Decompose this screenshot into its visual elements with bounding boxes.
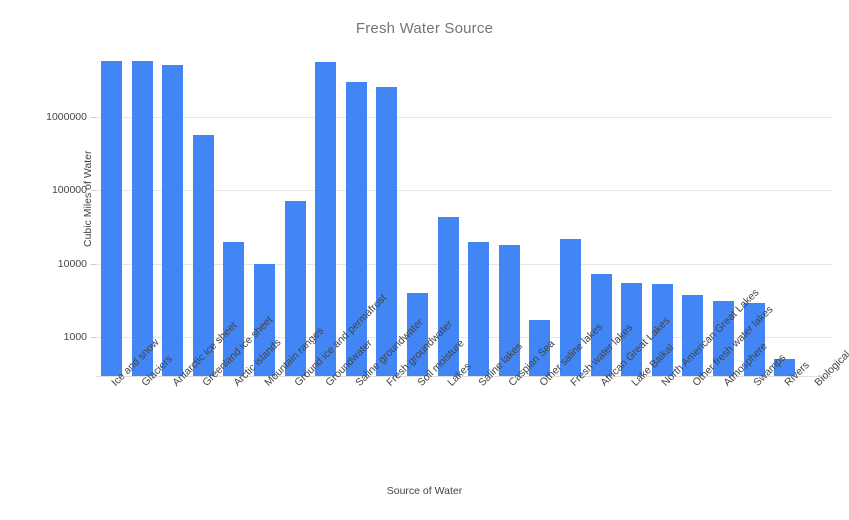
y-axis-title: Cubic Miles of Water: [82, 150, 94, 247]
bar[interactable]: [254, 263, 275, 377]
bar[interactable]: [651, 284, 673, 377]
gridline: [96, 116, 832, 118]
bar[interactable]: [498, 244, 520, 377]
y-axis-tick-label: 10000: [57, 257, 87, 270]
bar[interactable]: [101, 60, 122, 377]
y-axis-tick: [91, 190, 96, 191]
bar[interactable]: [437, 217, 459, 377]
bar[interactable]: [529, 320, 551, 377]
y-axis-tick-label: 100000: [51, 184, 87, 196]
bar[interactable]: [621, 282, 643, 377]
bar[interactable]: [743, 303, 765, 377]
bar[interactable]: [407, 293, 428, 377]
chart-title: Fresh Water Source: [355, 20, 494, 37]
bar[interactable]: [345, 81, 367, 377]
y-axis-tick: [91, 263, 96, 265]
bar[interactable]: [131, 60, 153, 377]
bar[interactable]: [468, 242, 490, 377]
bar[interactable]: [284, 200, 306, 377]
y-axis-tick-label: 1000: [63, 331, 87, 343]
bar[interactable]: [223, 242, 245, 377]
bar[interactable]: [713, 300, 734, 377]
bar[interactable]: [682, 295, 704, 377]
bar[interactable]: [590, 274, 612, 377]
bar[interactable]: [162, 65, 184, 377]
bar[interactable]: [774, 359, 796, 377]
bar[interactable]: [192, 135, 214, 377]
gridline: [96, 190, 832, 191]
y-axis-tick-label: 1000000: [46, 110, 87, 123]
y-axis-tick: [91, 116, 96, 118]
gridline: [96, 337, 832, 338]
y-axis-tick: [91, 337, 96, 338]
bar[interactable]: [560, 238, 581, 377]
gridline: [96, 263, 832, 265]
bar[interactable]: [315, 61, 337, 377]
x-axis-tick-labels: Ice and snow Glaciers Antarctic ice sheet G…: [96, 287, 849, 476]
plot-area: 1000 10000 100000 1000000 Cubic Miles of Wa…: [46, 45, 832, 377]
bar[interactable]: [376, 87, 398, 377]
x-axis-title: Source of Water: [386, 485, 463, 497]
x-axis-line: [96, 376, 832, 377]
